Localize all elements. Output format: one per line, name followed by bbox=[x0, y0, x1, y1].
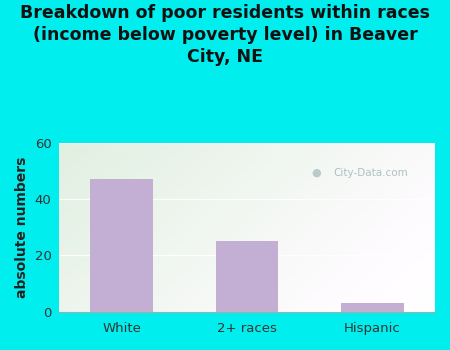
Bar bbox=[216, 241, 279, 312]
Bar bbox=[341, 303, 404, 312]
Text: City-Data.com: City-Data.com bbox=[333, 168, 408, 178]
Text: ●: ● bbox=[312, 168, 321, 178]
Text: Breakdown of poor residents within races
(income below poverty level) in Beaver
: Breakdown of poor residents within races… bbox=[20, 4, 430, 66]
Y-axis label: absolute numbers: absolute numbers bbox=[15, 156, 29, 298]
Bar bbox=[90, 180, 153, 312]
